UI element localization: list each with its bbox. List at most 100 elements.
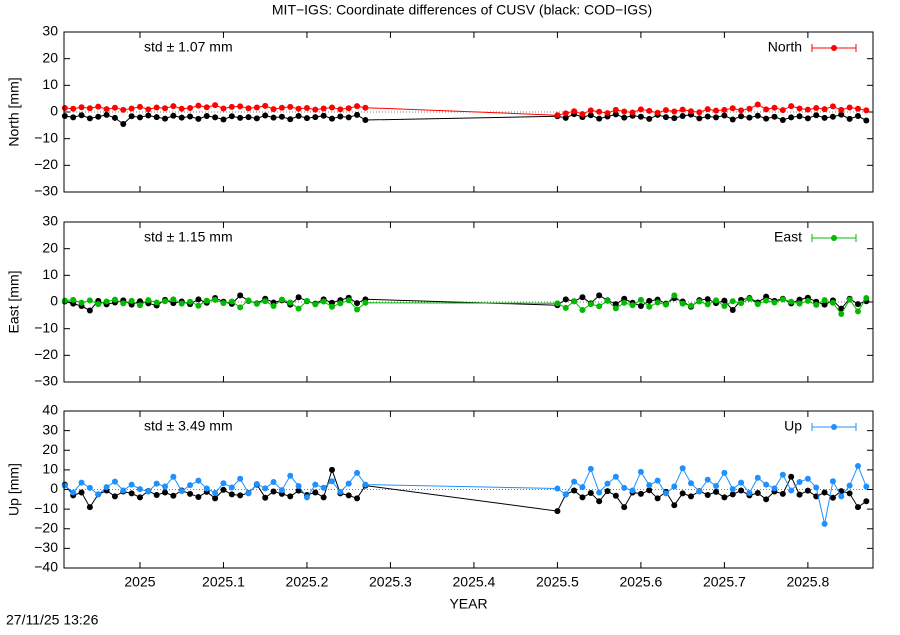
legend-marker <box>831 45 837 51</box>
data-point <box>788 114 795 121</box>
data-point <box>270 106 277 113</box>
data-point <box>178 105 185 112</box>
data-point <box>662 107 669 114</box>
data-point <box>70 296 77 303</box>
data-point <box>671 483 678 490</box>
data-point <box>854 105 861 112</box>
data-point <box>86 115 93 122</box>
data-point <box>612 492 619 499</box>
data-point <box>237 103 244 110</box>
y-tick-label: 30 <box>42 213 58 229</box>
x-tick-label: 2025 <box>124 574 155 590</box>
data-point <box>262 298 269 305</box>
data-point <box>153 299 160 306</box>
data-point <box>838 106 845 113</box>
data-point <box>796 113 803 120</box>
x-tick-label: 2025.4 <box>453 574 496 590</box>
data-point <box>754 112 761 119</box>
data-point <box>746 105 753 112</box>
data-point <box>687 108 694 115</box>
data-point <box>612 305 619 312</box>
data-point <box>237 304 244 311</box>
data-point <box>637 296 644 303</box>
data-point <box>70 105 77 112</box>
y-tick-label: −10 <box>34 500 58 516</box>
data-point <box>295 105 302 112</box>
data-point <box>153 491 160 498</box>
data-point <box>854 504 861 511</box>
data-point <box>220 116 227 123</box>
data-point <box>854 308 861 315</box>
data-point <box>337 300 344 307</box>
data-point <box>312 114 319 121</box>
data-point <box>704 491 711 498</box>
data-point <box>854 113 861 119</box>
data-point <box>354 306 361 313</box>
data-point <box>587 301 594 308</box>
data-point <box>220 486 227 493</box>
data-point <box>579 494 586 501</box>
data-point <box>838 311 845 317</box>
data-point <box>829 494 836 501</box>
data-point <box>554 485 561 492</box>
data-point <box>287 103 294 110</box>
data-point <box>829 478 836 485</box>
data-point <box>162 105 169 112</box>
data-point <box>178 488 185 495</box>
x-tick-label: 2025.8 <box>786 574 829 590</box>
data-point <box>629 302 636 309</box>
data-point <box>128 490 135 497</box>
y-tick-label: 10 <box>42 461 58 477</box>
data-point <box>679 106 686 113</box>
series-line <box>64 294 867 315</box>
data-point <box>262 494 269 501</box>
data-point <box>637 106 644 113</box>
legend-label: North <box>768 39 802 55</box>
data-point <box>212 102 219 109</box>
legend-label: East <box>774 229 802 245</box>
data-point <box>821 114 828 121</box>
data-point <box>145 112 152 119</box>
data-point <box>754 101 761 108</box>
data-point <box>646 297 653 304</box>
data-point <box>145 488 152 495</box>
y-tick-label: −30 <box>34 183 58 199</box>
data-point <box>662 490 669 497</box>
data-point <box>103 111 110 118</box>
y-tick-label: 30 <box>42 23 58 39</box>
data-point <box>671 115 678 122</box>
data-point <box>846 490 853 497</box>
data-point <box>328 478 335 485</box>
data-point <box>612 301 619 308</box>
data-point <box>729 298 736 305</box>
data-point <box>596 115 603 122</box>
data-point <box>362 299 369 306</box>
data-point <box>729 491 736 498</box>
data-point <box>253 300 260 307</box>
x-tick-label: 2025.6 <box>619 574 662 590</box>
data-point <box>729 105 736 112</box>
data-point <box>704 296 711 303</box>
data-point <box>604 480 611 487</box>
data-point <box>696 298 703 305</box>
data-point <box>345 492 352 499</box>
series-line <box>64 103 867 116</box>
data-point <box>312 106 319 113</box>
data-point <box>846 104 853 111</box>
data-point <box>788 103 795 110</box>
data-point <box>788 487 795 494</box>
data-point <box>813 484 820 491</box>
data-point <box>203 113 210 119</box>
y-tick-label: −20 <box>34 346 58 362</box>
data-point <box>788 298 795 305</box>
data-point <box>303 115 310 122</box>
data-point <box>846 482 853 489</box>
data-point <box>203 485 210 492</box>
data-point <box>646 487 653 494</box>
timestamp: 27/11/25 13:26 <box>6 612 99 628</box>
data-point <box>704 476 711 483</box>
data-point <box>721 106 728 113</box>
y-axis-label: North [mm] <box>6 77 22 146</box>
data-point <box>312 481 319 488</box>
data-point <box>796 300 803 307</box>
